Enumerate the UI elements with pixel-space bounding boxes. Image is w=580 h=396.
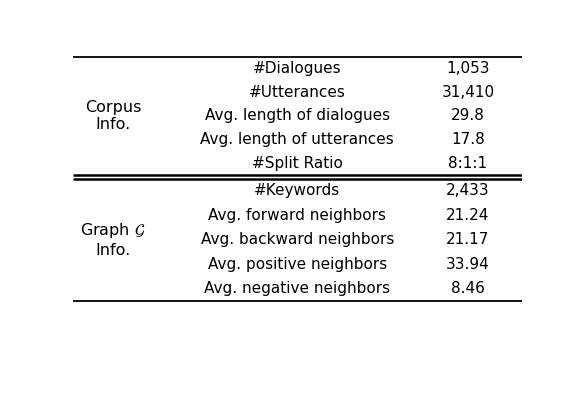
Text: #Dialogues: #Dialogues	[253, 61, 342, 76]
Text: #Keywords: #Keywords	[254, 183, 340, 198]
Text: 31,410: 31,410	[441, 85, 495, 100]
Text: 21.24: 21.24	[447, 208, 490, 223]
Text: Avg. forward neighbors: Avg. forward neighbors	[208, 208, 386, 223]
Text: 2,433: 2,433	[446, 183, 490, 198]
Text: Avg. negative neighbors: Avg. negative neighbors	[204, 281, 390, 296]
Text: Avg. backward neighbors: Avg. backward neighbors	[201, 232, 394, 247]
Text: 29.8: 29.8	[451, 109, 485, 123]
Text: 17.8: 17.8	[451, 132, 485, 147]
Text: Avg. length of utterances: Avg. length of utterances	[200, 132, 394, 147]
Text: #Split Ratio: #Split Ratio	[252, 156, 343, 171]
Text: #Utterances: #Utterances	[249, 85, 346, 100]
Text: 1,053: 1,053	[447, 61, 490, 76]
Text: Avg. length of dialogues: Avg. length of dialogues	[205, 109, 390, 123]
Text: 8:1:1: 8:1:1	[448, 156, 488, 171]
Text: Avg. positive neighbors: Avg. positive neighbors	[208, 257, 387, 272]
Text: 21.17: 21.17	[447, 232, 490, 247]
Text: 8.46: 8.46	[451, 281, 485, 296]
Text: 33.94: 33.94	[446, 257, 490, 272]
Text: Corpus
Info.: Corpus Info.	[85, 100, 141, 132]
Text: Graph $\mathcal{G}$
Info.: Graph $\mathcal{G}$ Info.	[80, 221, 146, 258]
